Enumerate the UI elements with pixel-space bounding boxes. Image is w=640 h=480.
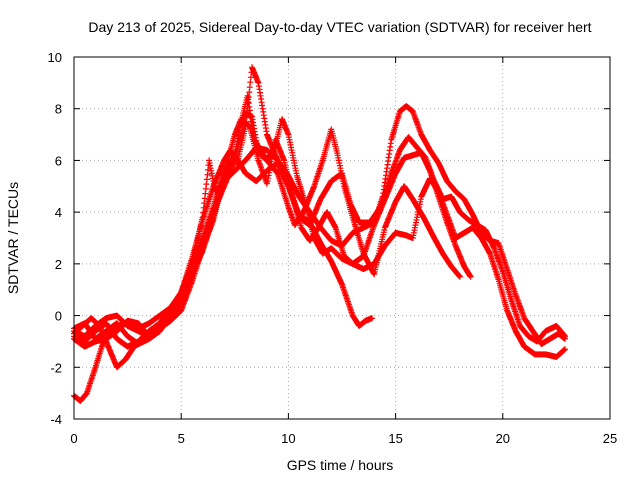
- y-tick-label: -4: [50, 412, 62, 427]
- x-tick-label: 10: [281, 431, 295, 446]
- series-day-1: [71, 64, 375, 347]
- x-tick-label: 15: [388, 431, 402, 446]
- y-axis-title: SDTVAR / TECUs: [5, 182, 21, 294]
- plot-frame: [73, 56, 611, 420]
- y-tick-label: 6: [55, 153, 62, 168]
- chart-title: Day 213 of 2025, Sidereal Day-to-day VTE…: [88, 19, 591, 35]
- x-tick-label: 0: [70, 431, 77, 446]
- x-axis-title: GPS time / hours: [287, 457, 394, 473]
- grid: [74, 57, 610, 419]
- y-tick-label: 8: [55, 102, 62, 117]
- y-tick-label: 0: [55, 309, 62, 324]
- series-day-6: [71, 103, 568, 350]
- y-tick-label: -2: [50, 360, 62, 375]
- x-tick-label: 5: [178, 431, 185, 446]
- axis-ticks: -4 -2 0 2 4 6 8 10 0 5 10 15 20 25: [48, 50, 618, 446]
- series-markers: [71, 103, 568, 350]
- series-markers: [71, 64, 375, 347]
- x-tick-label: 20: [496, 431, 510, 446]
- y-tick-label: 2: [55, 257, 62, 272]
- data-series: [71, 64, 568, 404]
- y-tick-label: 10: [48, 50, 62, 65]
- y-tick-label: 4: [55, 205, 62, 220]
- x-tick-label: 25: [603, 431, 617, 446]
